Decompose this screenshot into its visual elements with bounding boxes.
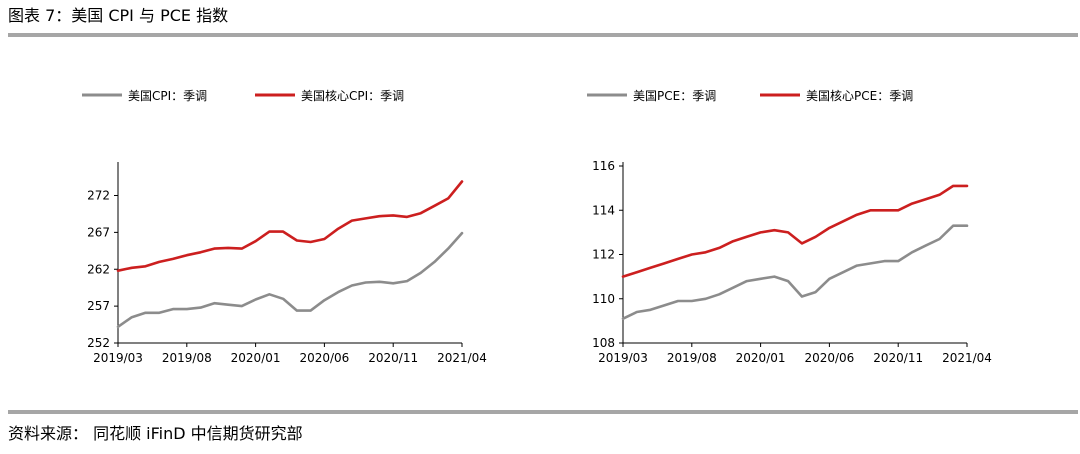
y-tick-label-0-1: 257 <box>87 299 110 313</box>
x-tick-label-0-5: 2021/04 <box>437 351 487 365</box>
x-tick-label-1-5: 2021/04 <box>942 351 992 365</box>
x-tick-label-1-2: 2020/01 <box>736 351 786 365</box>
x-tick-label-1-0: 2019/03 <box>598 351 648 365</box>
y-tick-label-1-0: 108 <box>592 336 615 350</box>
x-tick-label-1-3: 2020/06 <box>804 351 854 365</box>
x-tick-label-1-1: 2019/08 <box>667 351 717 365</box>
y-tick-label-0-2: 262 <box>87 262 110 276</box>
series-line-1-0 <box>621 224 969 321</box>
series-line-0-1 <box>116 180 464 272</box>
y-tick-label-0-0: 252 <box>87 336 110 350</box>
series-line-0-0 <box>116 231 464 329</box>
y-tick-label-0-3: 267 <box>87 225 110 239</box>
series-line-1-1 <box>621 184 969 278</box>
legend-label-1-1: 美国核心PCE：季调 <box>806 89 913 103</box>
y-tick-label-1-1: 110 <box>592 292 615 306</box>
x-tick-label-0-3: 2020/06 <box>299 351 349 365</box>
y-tick-label-1-2: 112 <box>592 248 615 262</box>
top-divider <box>8 33 1078 37</box>
x-tick-label-0-2: 2020/01 <box>231 351 281 365</box>
x-tick-label-0-0: 2019/03 <box>93 351 143 365</box>
y-tick-label-1-4: 116 <box>592 159 615 173</box>
bottom-divider <box>8 410 1078 414</box>
figure-title: 图表 7：美国 CPI 与 PCE 指数 <box>8 6 229 25</box>
legend-label-0-0: 美国CPI：季调 <box>128 89 207 103</box>
legend-label-1-0: 美国PCE：季调 <box>633 89 716 103</box>
x-tick-label-0-4: 2020/11 <box>368 351 418 365</box>
x-tick-label-1-4: 2020/11 <box>873 351 923 365</box>
source-note: 资料来源： 同花顺 iFinD 中信期货研究部 <box>8 424 303 443</box>
legend-label-0-1: 美国核心CPI：季调 <box>301 89 404 103</box>
y-tick-label-1-3: 114 <box>592 203 615 217</box>
y-tick-label-0-4: 272 <box>87 189 110 203</box>
pce-chart: 美国PCE：季调 美国核心PCE：季调 108 110 112 114 116 2019/03… <box>587 89 992 365</box>
x-tick-label-0-1: 2019/08 <box>162 351 212 365</box>
cpi-chart: 美国CPI：季调 美国核心CPI：季调 252 257 262 267 272 2019/03… <box>82 89 487 365</box>
